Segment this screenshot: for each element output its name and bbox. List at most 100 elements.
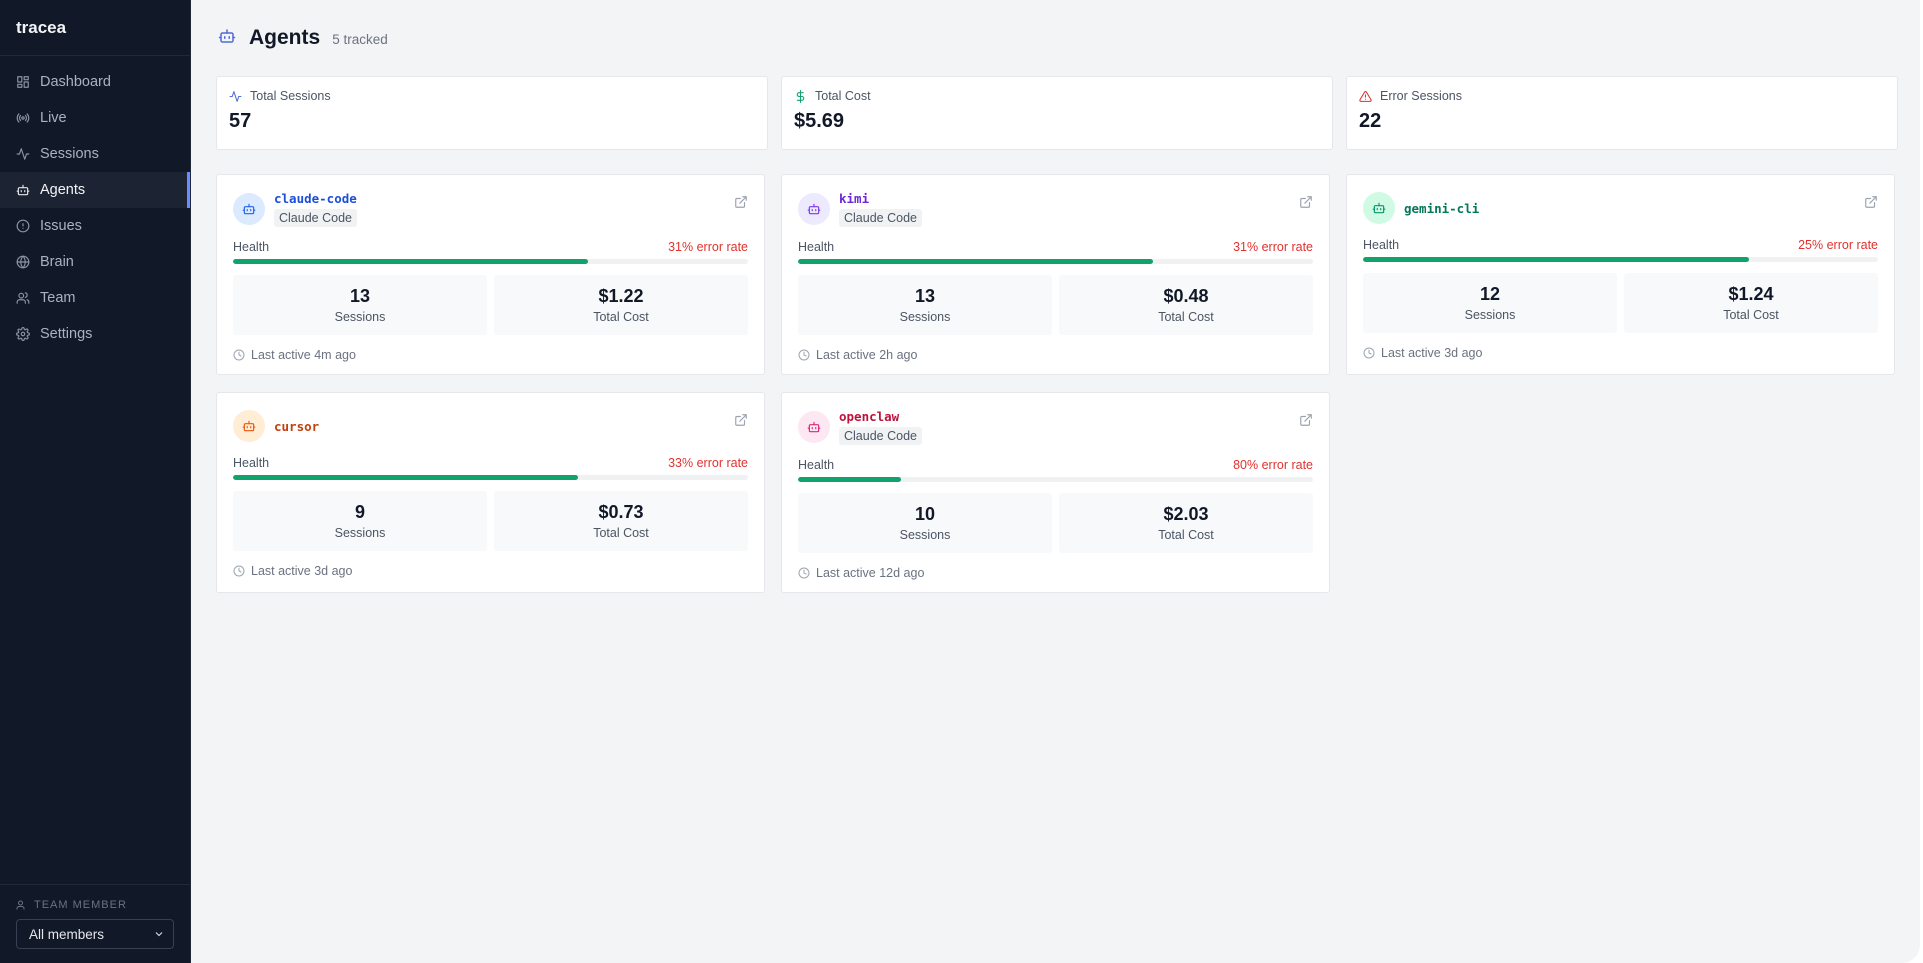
- agent-name[interactable]: cursor: [274, 418, 320, 434]
- stat-total-sessions: Total Sessions 57: [216, 76, 768, 150]
- last-active: Last active 3d ago: [251, 564, 353, 578]
- sessions-metric: 13 Sessions: [798, 275, 1052, 335]
- sidebar-item-label: Agents: [40, 182, 86, 198]
- external-link-icon[interactable]: [1299, 195, 1313, 209]
- window-edge: [1920, 0, 1923, 963]
- cost-metric: $1.24 Total Cost: [1624, 273, 1878, 333]
- sessions-label: Sessions: [899, 528, 951, 542]
- cost-label: Total Cost: [1158, 528, 1214, 542]
- external-link-icon[interactable]: [1299, 413, 1313, 427]
- sidebar-item-settings[interactable]: Settings: [0, 316, 190, 352]
- robot-icon: [1372, 202, 1386, 214]
- last-active: Last active 12d ago: [816, 566, 925, 580]
- sessions-value: 9: [354, 502, 365, 522]
- external-link-icon[interactable]: [734, 413, 748, 427]
- stat-value: 22: [1359, 110, 1382, 132]
- cost-value: $0.48: [1163, 286, 1209, 306]
- app-brand[interactable]: tracea: [0, 0, 190, 56]
- clock-icon: [798, 349, 810, 361]
- sidebar-item-sessions[interactable]: Sessions: [0, 136, 190, 172]
- alert-circle-icon: [16, 219, 30, 233]
- agent-avatar: [233, 193, 265, 225]
- page-title: Agents: [249, 26, 321, 49]
- dollar-icon: [796, 89, 805, 103]
- last-active: Last active 3d ago: [1381, 346, 1483, 360]
- health-bar: [233, 259, 748, 264]
- external-link-icon[interactable]: [734, 195, 748, 209]
- agent-name[interactable]: kimi: [839, 191, 870, 206]
- sessions-value: 12: [1479, 284, 1501, 304]
- sessions-value: 10: [914, 504, 936, 524]
- sidebar-item-team[interactable]: Team: [0, 280, 190, 316]
- error-rate: 25% error rate: [1798, 238, 1878, 252]
- agent-avatar: [1363, 192, 1395, 224]
- warning-icon: [1359, 90, 1372, 102]
- sidebar-item-label: Brain: [40, 254, 74, 270]
- agent-name[interactable]: openclaw: [839, 409, 900, 424]
- robot-icon: [242, 203, 256, 215]
- agent-card[interactable]: gemini-cli Health 25% error rate 12 Sess…: [1346, 174, 1895, 375]
- agent-card[interactable]: claude-code Claude Code Health 31% error…: [216, 174, 765, 375]
- agent-name[interactable]: gemini-cli: [1404, 200, 1480, 216]
- stat-total-cost: Total Cost $5.69: [781, 76, 1333, 150]
- sessions-label: Sessions: [899, 310, 951, 324]
- sidebar-footer: TEAM MEMBER All members: [0, 884, 190, 963]
- sidebar-item-label: Dashboard: [40, 74, 111, 90]
- team-member-select[interactable]: All members: [16, 919, 174, 949]
- agent-avatar: [798, 193, 830, 225]
- chevron-down-icon: [155, 932, 163, 937]
- health-bar: [233, 475, 748, 480]
- robot-icon: [16, 184, 30, 196]
- sidebar-item-issues[interactable]: Issues: [0, 208, 190, 244]
- health-bar: [1363, 257, 1878, 262]
- activity-icon: [229, 90, 242, 102]
- agent-card[interactable]: cursor Health 33% error rate 9 Sessions: [216, 392, 765, 593]
- clock-icon: [1363, 347, 1375, 359]
- radio-icon: [16, 113, 30, 123]
- last-active: Last active 2h ago: [816, 348, 918, 362]
- agent-name[interactable]: claude-code: [274, 191, 357, 206]
- agent-card[interactable]: openclaw Claude Code Health 80% error ra…: [781, 392, 1330, 593]
- agent-type-badge: Claude Code: [839, 427, 922, 445]
- clock-icon: [233, 349, 245, 361]
- robot-icon: [242, 420, 256, 432]
- error-rate: 31% error rate: [1233, 240, 1313, 254]
- agent-type-badge: Claude Code: [839, 209, 922, 227]
- health-bar-fill: [798, 259, 1154, 264]
- sidebar-item-agents[interactable]: Agents: [0, 172, 190, 208]
- health-bar: [798, 477, 1313, 482]
- health-label: Health: [1363, 238, 1400, 252]
- agent-card[interactable]: kimi Claude Code Health 31% error rate 1…: [781, 174, 1330, 375]
- cost-value: $2.03: [1163, 504, 1209, 524]
- activity-icon: [16, 148, 30, 160]
- stat-value: 57: [229, 110, 252, 132]
- sidebar-item-label: Live: [40, 110, 67, 126]
- cost-value: $1.24: [1728, 284, 1774, 304]
- cost-label: Total Cost: [593, 310, 649, 324]
- sidebar-item-dashboard[interactable]: Dashboard: [0, 64, 190, 100]
- agent-avatar: [798, 411, 830, 443]
- users-icon: [16, 292, 30, 304]
- health-bar: [798, 259, 1313, 264]
- sidebar-item-brain[interactable]: Brain: [0, 244, 190, 280]
- cost-metric: $1.22 Total Cost: [494, 275, 748, 335]
- team-member-label: TEAM MEMBER: [16, 899, 174, 911]
- sidebar-nav: Dashboard Live Sessions Agents Issues Br…: [0, 56, 190, 884]
- gear-icon: [16, 327, 30, 341]
- cost-label: Total Cost: [593, 526, 649, 540]
- last-active: Last active 4m ago: [251, 348, 356, 362]
- health-bar-fill: [1363, 257, 1750, 262]
- stat-label: Total Cost: [815, 89, 871, 103]
- agent-type-badge: Claude Code: [274, 209, 357, 227]
- stat-value: $5.69: [794, 110, 845, 132]
- robot-icon: [218, 27, 236, 50]
- clock-icon: [233, 565, 245, 577]
- sidebar-item-live[interactable]: Live: [0, 100, 190, 136]
- robot-icon: [807, 203, 821, 215]
- health-bar-fill: [233, 259, 589, 264]
- cost-value: $0.73: [598, 502, 644, 522]
- health-label: Health: [233, 456, 270, 470]
- cost-value: $1.22: [598, 286, 644, 306]
- external-link-icon[interactable]: [1864, 195, 1878, 209]
- stat-error-sessions: Error Sessions 22: [1346, 76, 1898, 150]
